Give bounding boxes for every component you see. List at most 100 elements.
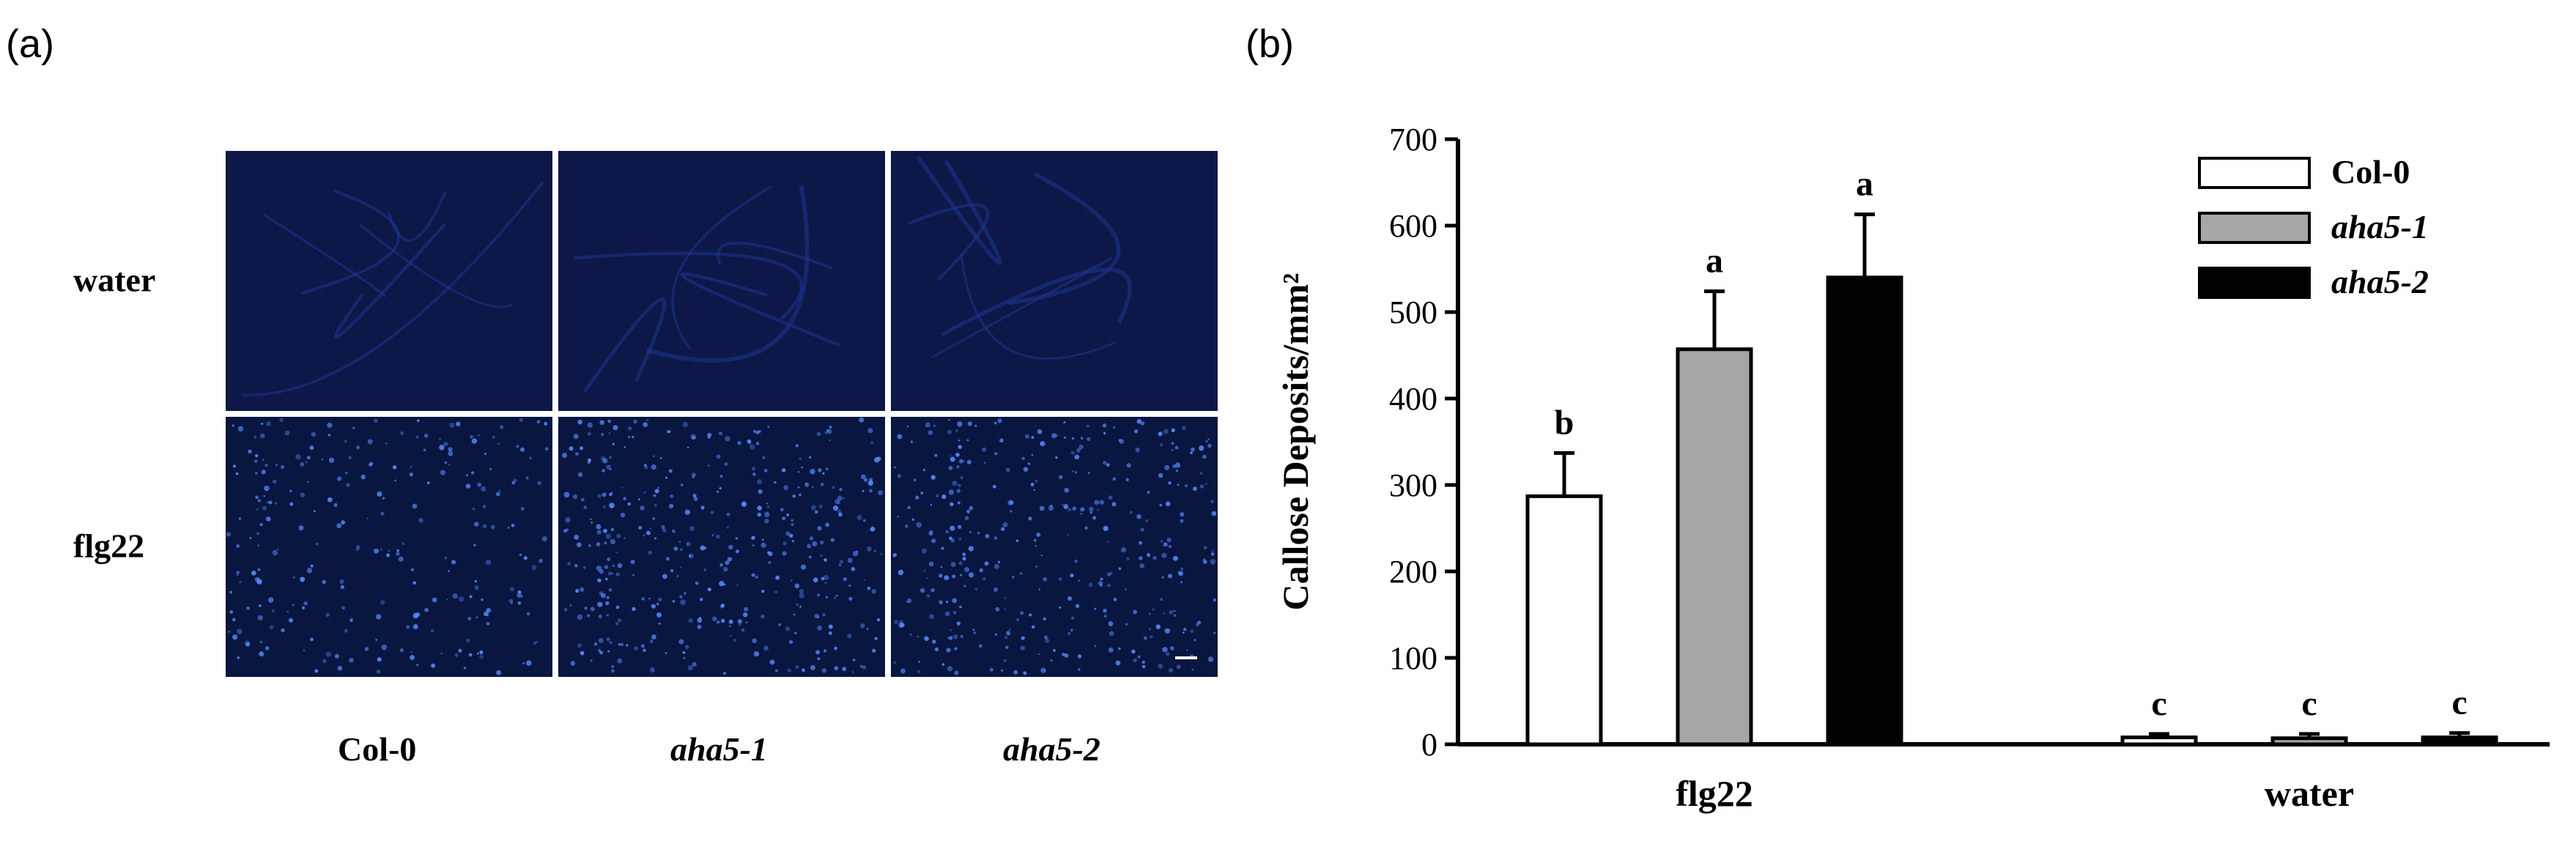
callose-dot [292, 576, 295, 579]
callose-dot [892, 552, 897, 557]
callose-dot [451, 560, 456, 565]
callose-dot [861, 474, 866, 479]
callose-dot [1136, 514, 1141, 519]
callose-dot [763, 468, 768, 473]
callose-dot [638, 498, 640, 500]
callose-dot [315, 542, 319, 546]
callose-dot [606, 637, 610, 642]
callose-dot [356, 445, 360, 450]
callose-dot [809, 536, 814, 541]
callose-dot [999, 438, 1004, 443]
callose-dot [1125, 588, 1127, 590]
callose-dot [519, 553, 522, 557]
callose-dot [423, 448, 426, 452]
callose-dot [960, 475, 963, 480]
callose-dot [1213, 631, 1216, 634]
callose-dot [828, 631, 832, 635]
callose-dot [448, 451, 454, 456]
callose-dot [279, 418, 284, 423]
callose-dot [381, 644, 388, 651]
callose-dot [1067, 632, 1070, 635]
callose-dot [643, 422, 648, 427]
callose-dot [785, 626, 791, 631]
callose-dot [1126, 463, 1131, 468]
callose-dot [995, 607, 1000, 612]
callose-dot [608, 456, 612, 459]
callose-dot [1109, 631, 1114, 637]
callose-dot [1193, 486, 1198, 492]
callose-dot [1171, 428, 1175, 432]
callose-dot [529, 456, 533, 460]
callose-dot [349, 618, 353, 622]
callose-dot [933, 424, 936, 428]
callose-dot [346, 483, 350, 487]
callose-dot [1177, 484, 1180, 486]
callose-dot [1050, 659, 1053, 662]
callose-dot [791, 519, 794, 522]
callose-dot [982, 577, 986, 581]
callose-dot [958, 525, 962, 530]
callose-dot [657, 486, 659, 489]
callose-dot [1173, 614, 1177, 617]
callose-dot [796, 603, 799, 607]
callose-dot [229, 590, 232, 594]
callose-dot [1135, 447, 1140, 453]
callose-dot [259, 433, 265, 439]
y-tick-label: 0 [1421, 727, 1437, 763]
callose-dot [810, 468, 815, 475]
callose-dot [913, 478, 917, 482]
callose-dot [608, 588, 612, 592]
callose-dot [236, 573, 239, 576]
leaf-vein [645, 185, 810, 363]
callose-dot [597, 494, 602, 498]
callose-dot [906, 601, 908, 603]
callose-dot [399, 648, 404, 652]
callose-dot [994, 452, 998, 456]
callose-dot [922, 468, 926, 472]
callose-dot [707, 432, 712, 437]
callose-dot [284, 430, 290, 436]
callose-dot [1004, 635, 1008, 640]
callose-dot [253, 459, 258, 464]
callose-dot [794, 583, 800, 589]
callose-dot [1013, 670, 1018, 675]
bar-aha5-1-water [2270, 736, 2348, 746]
callose-dot [792, 494, 796, 498]
callose-dot [486, 621, 490, 626]
callose-dot [599, 420, 604, 426]
callose-dot [760, 542, 766, 548]
callose-dot [781, 467, 786, 473]
callose-dot [1038, 588, 1041, 591]
callose-dot [1067, 596, 1073, 601]
callose-dot [237, 426, 244, 432]
callose-dot [580, 446, 584, 451]
callose-dot [869, 489, 873, 493]
callose-dot [726, 512, 730, 516]
callose-dot [950, 562, 956, 567]
callose-dot [893, 661, 897, 664]
callose-dot [794, 631, 797, 634]
callose-dot [468, 653, 473, 657]
callose-dot [725, 560, 730, 565]
callose-dot [837, 509, 842, 514]
callose-dot [580, 497, 585, 502]
callose-dot [643, 648, 646, 653]
callose-dot [640, 505, 645, 511]
callose-dot [692, 662, 697, 667]
callose-dot [268, 597, 274, 603]
callose-dot [810, 664, 815, 670]
callose-dot [690, 434, 696, 440]
callose-dot [665, 476, 668, 479]
callose-dot [799, 588, 804, 594]
callose-dot [1102, 423, 1107, 428]
callose-dot [808, 555, 812, 559]
callose-dot [1210, 552, 1215, 556]
callose-dot [256, 532, 260, 536]
callose-dot [349, 657, 354, 663]
callose-dot [950, 525, 955, 531]
callose-dot [876, 618, 881, 622]
callose-dot [483, 524, 487, 528]
callose-dot [829, 426, 832, 429]
callose-dot [958, 445, 962, 449]
